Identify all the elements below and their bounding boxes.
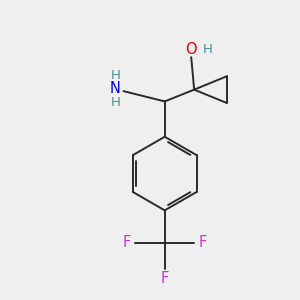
- Text: O: O: [185, 41, 197, 56]
- Text: H: H: [202, 43, 212, 56]
- Text: H: H: [110, 69, 120, 82]
- Text: N: N: [110, 81, 121, 96]
- Text: F: F: [198, 235, 206, 250]
- Text: F: F: [123, 235, 131, 250]
- Text: F: F: [160, 271, 169, 286]
- Text: H: H: [110, 96, 120, 109]
